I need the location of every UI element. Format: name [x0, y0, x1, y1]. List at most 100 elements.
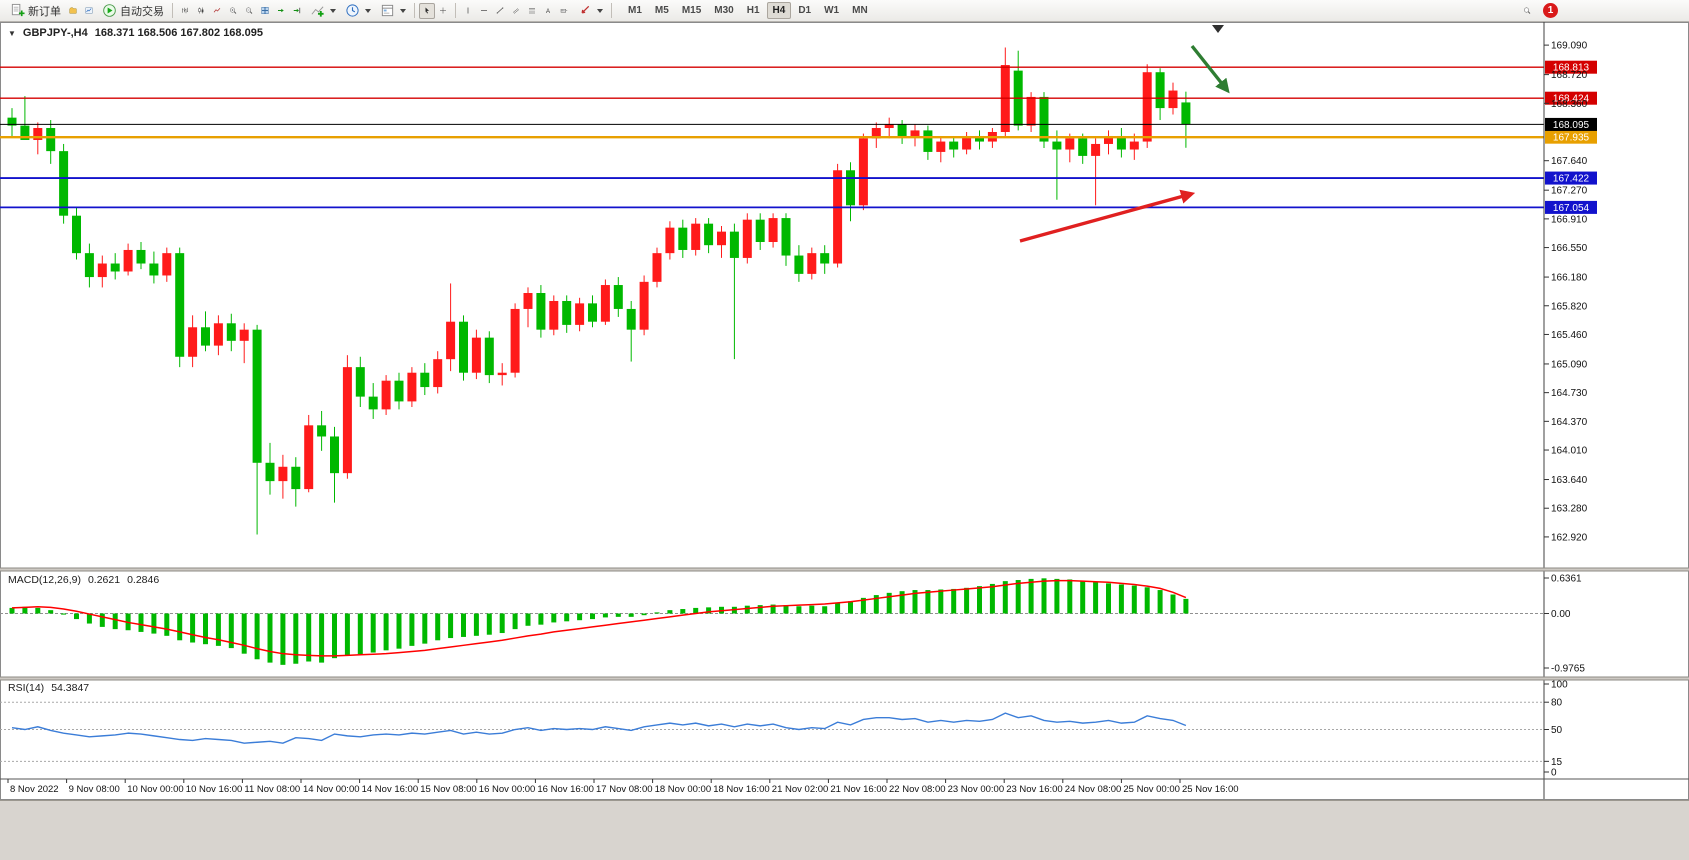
timeframe-button-MN[interactable]: MN [852, 5, 868, 16]
panel-separator[interactable] [0, 677, 1689, 680]
new-order-label: 新订单 [28, 5, 61, 18]
panel-separator[interactable] [0, 568, 1689, 571]
macd-bar [1041, 578, 1047, 614]
search-button[interactable] [1519, 3, 1535, 19]
crosshair-button[interactable] [435, 3, 451, 19]
candle-body [7, 117, 17, 126]
notification-badge[interactable]: 1 [1543, 3, 1558, 18]
annotation-arrow[interactable] [1019, 189, 1196, 243]
autotrade-button[interactable]: 自动交易 [97, 1, 168, 21]
timeframe-button-M15[interactable]: M15 [681, 5, 702, 16]
fibonacci-button[interactable] [524, 3, 540, 19]
time-axis-label: 10 Nov 00:00 [127, 784, 184, 795]
arrows-button[interactable] [572, 1, 607, 21]
text-label-button[interactable]: abc [556, 3, 572, 19]
zoom-out-button[interactable] [241, 3, 257, 19]
chart-window[interactable] [0, 22, 1689, 800]
annotation-arrow[interactable] [1190, 44, 1230, 94]
timeframe-button-D1[interactable]: D1 [798, 5, 812, 16]
candle-body [46, 128, 56, 152]
toolbar-separator [172, 3, 173, 18]
candle-body [252, 329, 262, 463]
price-tag-label: 168.813 [1553, 63, 1590, 74]
cursor-icon [425, 7, 429, 14]
candlestick-icon [198, 7, 204, 14]
line-chart-type-button[interactable] [209, 3, 225, 19]
timeframe-button-H4[interactable]: H4 [766, 2, 792, 19]
price-tick-label: 168.720 [1551, 70, 1588, 81]
new-order-button[interactable]: 新订单 [5, 1, 65, 21]
cursor-button[interactable] [419, 2, 435, 19]
timeframe-button-M5[interactable]: M5 [654, 5, 669, 16]
zoom-in-button[interactable] [225, 3, 241, 19]
dropdown-caret [365, 8, 371, 13]
candle-body [613, 285, 623, 309]
candle-body [562, 300, 572, 325]
macd-bar [1028, 578, 1034, 614]
trendline-button[interactable] [492, 3, 508, 19]
macd-bar [177, 613, 183, 641]
periods-button[interactable] [340, 1, 375, 21]
toolbar-separator [455, 3, 456, 18]
collapse-icon[interactable]: ▼ [8, 28, 16, 38]
candle-body [136, 249, 146, 264]
candle-body [652, 253, 662, 282]
price-tick-label: 164.730 [1551, 388, 1588, 399]
indicators-button[interactable] [305, 1, 340, 21]
macd-bar [757, 605, 763, 614]
time-axis-label: 24 Nov 08:00 [1065, 784, 1122, 795]
macd-bar [667, 610, 673, 614]
macd-bar [112, 613, 118, 630]
price-tick-label: 165.460 [1551, 330, 1588, 341]
channel-button[interactable] [508, 3, 524, 19]
templates-button[interactable] [375, 1, 410, 21]
chart-shift-button[interactable] [289, 3, 305, 19]
timeframe-toolbar: M1 M5 M15 M30 H1 H4 D1 W1 MN [622, 2, 874, 19]
price-axis[interactable]: 169.090 168.720 168.360 167.640 167.270 166.9… [1543, 22, 1588, 799]
clock-icon [344, 3, 360, 19]
time-axis[interactable]: 8 Nov 2022 9 Nov 08:00 10 Nov 00:00 10 Nov … [0, 778, 1689, 795]
time-axis-label: 17 Nov 08:00 [596, 784, 653, 795]
candle-body [1026, 96, 1036, 126]
time-axis-label: 15 Nov 08:00 [420, 784, 477, 795]
chart-profiles-button[interactable] [65, 3, 81, 19]
macd-bar [1093, 581, 1099, 614]
rsi-label: RSI(14) 54.3847 [8, 682, 89, 694]
channel-icon [512, 8, 520, 14]
dropdown-caret [400, 8, 406, 13]
timeframe-button-M1[interactable]: M1 [628, 5, 642, 16]
timeframe-button-M30[interactable]: M30 [714, 5, 734, 16]
candlestick-chart-type-button[interactable] [193, 3, 209, 19]
text-button[interactable]: A [540, 3, 556, 19]
candle-body [923, 130, 933, 152]
macd-bar [693, 607, 699, 614]
tile-windows-button[interactable] [257, 3, 273, 19]
annotation-layer [1019, 44, 1230, 243]
candle-body [949, 141, 959, 150]
bar-chart-type-button[interactable] [177, 3, 193, 19]
macd-bar [577, 613, 583, 621]
chart-shift-icon [293, 7, 301, 14]
chart-shift-marker[interactable] [1212, 25, 1224, 33]
price-tick-label: 163.640 [1551, 475, 1588, 486]
macd-bar [1170, 594, 1176, 614]
add-indicator-icon [309, 3, 325, 19]
horizontal-line-button[interactable] [476, 3, 492, 19]
vertical-line-button[interactable] [460, 3, 476, 19]
time-axis-label: 11 Nov 08:00 [244, 784, 300, 795]
macd-bar [396, 613, 402, 649]
macd-name: MACD(12,26,9) [8, 574, 81, 586]
horizontal-line-icon [481, 10, 487, 11]
candle-body [575, 303, 585, 325]
market-watch-button[interactable] [81, 3, 97, 19]
timeframe-button-W1[interactable]: W1 [824, 5, 840, 16]
time-axis-label: 21 Nov 16:00 [830, 784, 887, 795]
dropdown-caret [597, 8, 603, 13]
auto-scroll-button[interactable] [273, 3, 289, 19]
folder-icon [69, 7, 77, 14]
timeframe-button-H1[interactable]: H1 [746, 5, 760, 16]
candle-body [226, 323, 236, 341]
macd-bar [499, 613, 505, 634]
